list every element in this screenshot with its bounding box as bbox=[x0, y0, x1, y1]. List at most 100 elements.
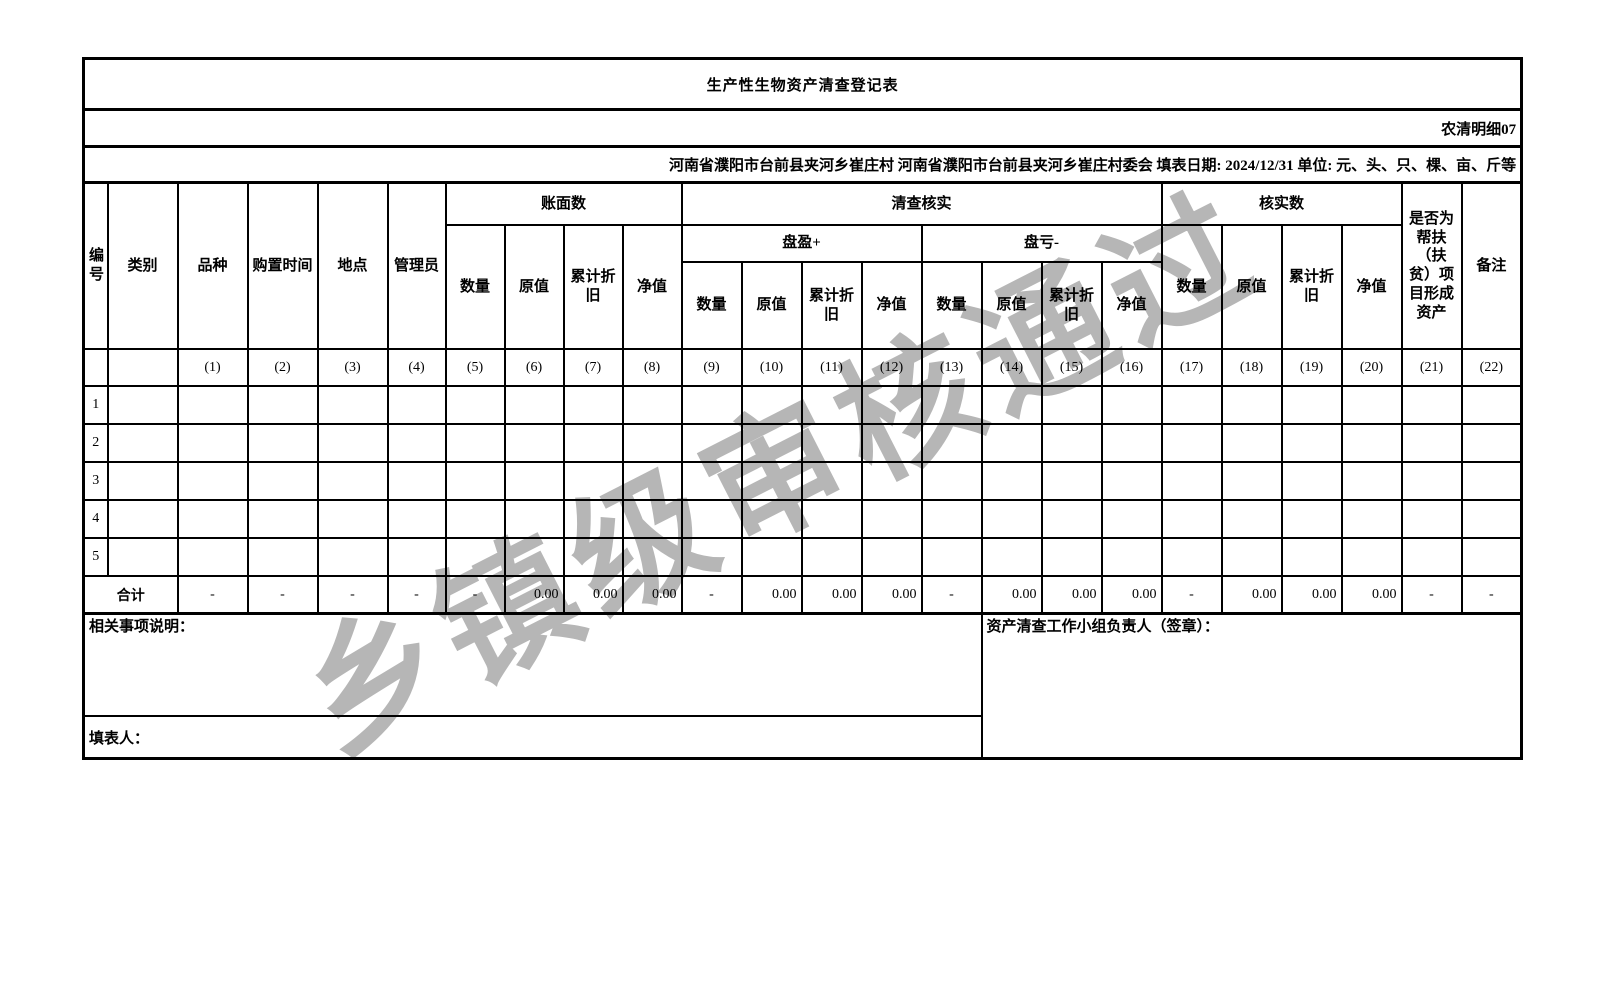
empty-cell bbox=[1100, 499, 1163, 539]
empty-cell bbox=[800, 537, 863, 577]
index-cell: (12) bbox=[860, 348, 923, 387]
empty-cell bbox=[1340, 537, 1403, 577]
total-row: 合计 - - - - - 0.00 0.00 0.00 - 0.00 0.00 … bbox=[82, 575, 1523, 615]
empty-cell bbox=[621, 499, 683, 539]
empty-cell bbox=[680, 537, 743, 577]
col-header-net-value: 净值 bbox=[621, 224, 683, 350]
empty-cell bbox=[800, 499, 863, 539]
empty-cell bbox=[800, 423, 863, 463]
empty-cell bbox=[1400, 499, 1463, 539]
table-row: 3 bbox=[82, 461, 1523, 501]
empty-cell bbox=[503, 537, 565, 577]
empty-cell bbox=[1280, 423, 1343, 463]
row-number: 2 bbox=[82, 423, 109, 463]
index-cell: (20) bbox=[1340, 348, 1403, 387]
empty-cell bbox=[106, 537, 179, 577]
col-header-remarks: 备注 bbox=[1460, 181, 1523, 350]
total-value: 0.00 bbox=[1280, 575, 1343, 615]
empty-cell bbox=[1400, 423, 1463, 463]
empty-cell bbox=[316, 499, 389, 539]
empty-cell bbox=[444, 537, 506, 577]
col-header-poverty-aid-asset: 是否为帮扶（扶贫）项目形成资产 bbox=[1400, 181, 1463, 350]
empty-cell bbox=[621, 537, 683, 577]
empty-cell bbox=[176, 423, 249, 463]
table-row: 4 bbox=[82, 499, 1523, 539]
empty-cell bbox=[1220, 461, 1283, 501]
col-header-quantity: 数量 bbox=[444, 224, 506, 350]
empty-cell bbox=[800, 461, 863, 501]
empty-cell bbox=[562, 499, 624, 539]
empty-cell bbox=[1340, 461, 1403, 501]
empty-cell bbox=[246, 423, 319, 463]
empty-cell bbox=[920, 385, 983, 425]
empty-cell bbox=[503, 385, 565, 425]
empty-cell bbox=[444, 385, 506, 425]
empty-cell bbox=[680, 499, 743, 539]
empty-cell bbox=[1460, 461, 1523, 501]
total-value: - bbox=[680, 575, 743, 615]
empty-cell bbox=[386, 423, 447, 463]
empty-cell bbox=[106, 499, 179, 539]
row-number: 4 bbox=[82, 499, 109, 539]
col-header-original-value: 原值 bbox=[503, 224, 565, 350]
index-cell: (7) bbox=[562, 348, 624, 387]
empty-cell bbox=[1460, 423, 1523, 463]
col-header-quantity: 数量 bbox=[920, 261, 983, 350]
total-value: 0.00 bbox=[1220, 575, 1283, 615]
empty-cell bbox=[740, 461, 803, 501]
empty-cell bbox=[740, 385, 803, 425]
empty-cell bbox=[860, 537, 923, 577]
empty-cell bbox=[1280, 385, 1343, 425]
total-value: 0.00 bbox=[980, 575, 1043, 615]
row-number: 1 bbox=[82, 385, 109, 425]
empty-cell bbox=[246, 499, 319, 539]
empty-cell bbox=[1100, 385, 1163, 425]
empty-cell bbox=[444, 461, 506, 501]
empty-cell bbox=[920, 423, 983, 463]
total-value: - bbox=[386, 575, 447, 615]
group-header-book-value: 账面数 bbox=[444, 181, 683, 226]
index-cell: (19) bbox=[1280, 348, 1343, 387]
empty-cell bbox=[1340, 423, 1403, 463]
table-row: 1 bbox=[82, 385, 1523, 425]
total-value: 0.00 bbox=[860, 575, 923, 615]
index-cell: (14) bbox=[980, 348, 1043, 387]
empty-cell bbox=[1220, 499, 1283, 539]
group-header-verified: 核实数 bbox=[1160, 181, 1403, 226]
col-header-location: 地点 bbox=[316, 181, 389, 350]
empty-cell bbox=[1460, 537, 1523, 577]
empty-cell bbox=[980, 423, 1043, 463]
column-index-row: (1) (2) (3) (4) (5) (6) (7) (8) (9) (10)… bbox=[82, 348, 1523, 387]
empty-cell bbox=[386, 385, 447, 425]
empty-cell bbox=[1460, 385, 1523, 425]
col-header-original-value: 原值 bbox=[1220, 224, 1283, 350]
total-value: 0.00 bbox=[621, 575, 683, 615]
total-value: - bbox=[176, 575, 249, 615]
notes-label: 相关事项说明： bbox=[82, 612, 983, 717]
biological-asset-inventory-table: 生产性生物资产清查登记表 农清明细07 河南省濮阳市台前县夹河乡崔庄村 河南省濮… bbox=[82, 57, 1524, 760]
index-cell: (5) bbox=[444, 348, 506, 387]
empty-cell bbox=[1220, 423, 1283, 463]
empty-cell bbox=[980, 499, 1043, 539]
empty-cell bbox=[316, 461, 389, 501]
empty-cell bbox=[1100, 461, 1163, 501]
empty-cell bbox=[444, 499, 506, 539]
index-cell: (18) bbox=[1220, 348, 1283, 387]
empty-cell bbox=[1160, 499, 1223, 539]
index-cell: (2) bbox=[246, 348, 319, 387]
col-header-category: 类别 bbox=[106, 181, 179, 350]
empty-cell bbox=[176, 499, 249, 539]
empty-cell bbox=[1040, 385, 1103, 425]
total-value: - bbox=[246, 575, 319, 615]
total-value: 0.00 bbox=[503, 575, 565, 615]
index-cell: (22) bbox=[1460, 348, 1523, 387]
index-cell: (13) bbox=[920, 348, 983, 387]
col-header-number: 编号 bbox=[82, 181, 109, 350]
empty-cell bbox=[444, 423, 506, 463]
col-header-accumulated-depreciation: 累计折旧 bbox=[562, 224, 624, 350]
empty-cell bbox=[503, 423, 565, 463]
index-cell: (6) bbox=[503, 348, 565, 387]
empty-cell bbox=[1100, 537, 1163, 577]
empty-cell bbox=[316, 385, 389, 425]
